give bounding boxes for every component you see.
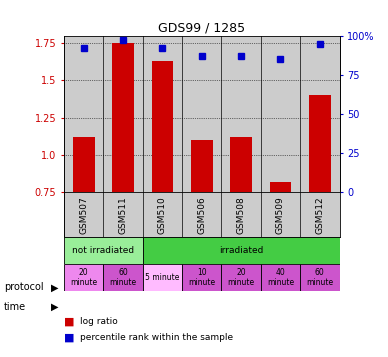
Text: 10
minute: 10 minute — [188, 268, 215, 287]
Bar — [300, 264, 340, 291]
Text: log ratio: log ratio — [80, 317, 117, 326]
Bar — [143, 264, 182, 291]
Text: 60
minute: 60 minute — [109, 268, 137, 287]
Text: GSM509: GSM509 — [276, 196, 285, 234]
Text: ▶: ▶ — [51, 282, 59, 292]
Bar — [222, 264, 261, 291]
Text: GSM508: GSM508 — [237, 196, 246, 234]
Text: ■: ■ — [64, 316, 74, 326]
Title: GDS99 / 1285: GDS99 / 1285 — [158, 21, 245, 35]
Bar — [309, 95, 331, 192]
Text: 60
minute: 60 minute — [306, 268, 333, 287]
Text: irradiated: irradiated — [219, 246, 263, 255]
Bar — [182, 264, 222, 291]
Text: GSM507: GSM507 — [79, 196, 88, 234]
Text: ▶: ▶ — [51, 302, 59, 312]
Bar — [270, 182, 291, 192]
Text: 40
minute: 40 minute — [267, 268, 294, 287]
Text: GSM511: GSM511 — [119, 196, 128, 234]
Text: ■: ■ — [64, 332, 74, 342]
Text: percentile rank within the sample: percentile rank within the sample — [80, 333, 233, 342]
Text: GSM510: GSM510 — [158, 196, 167, 234]
Text: 20
minute: 20 minute — [70, 268, 97, 287]
Bar — [143, 237, 340, 264]
Text: protocol: protocol — [4, 282, 43, 292]
Text: GSM506: GSM506 — [197, 196, 206, 234]
Text: not irradiated: not irradiated — [72, 246, 134, 255]
Text: 5 minute: 5 minute — [145, 273, 180, 282]
Text: time: time — [4, 302, 26, 312]
Text: 20
minute: 20 minute — [227, 268, 255, 287]
Bar — [64, 264, 103, 291]
Bar — [152, 61, 173, 192]
Bar — [73, 137, 95, 192]
Bar — [112, 43, 134, 192]
Bar — [261, 264, 300, 291]
Text: GSM512: GSM512 — [315, 196, 324, 233]
Bar — [191, 140, 213, 192]
Bar — [103, 264, 143, 291]
Bar — [230, 137, 252, 192]
Bar — [64, 237, 143, 264]
